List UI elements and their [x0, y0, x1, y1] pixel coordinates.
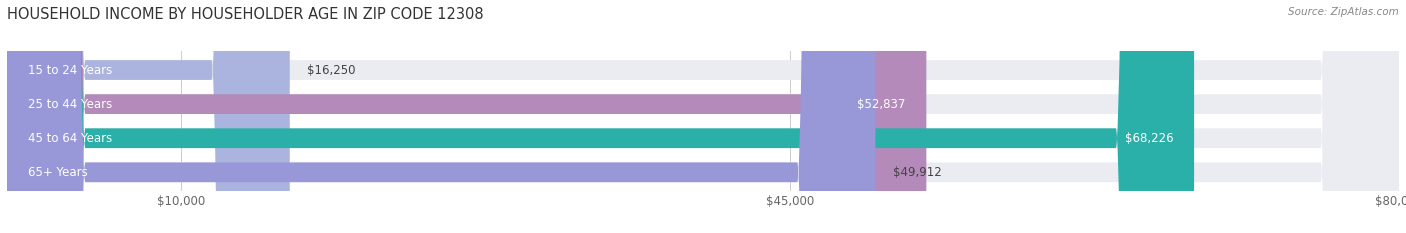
FancyBboxPatch shape [7, 0, 290, 233]
FancyBboxPatch shape [7, 0, 1399, 233]
FancyBboxPatch shape [7, 0, 1194, 233]
Text: Source: ZipAtlas.com: Source: ZipAtlas.com [1288, 7, 1399, 17]
Text: $68,226: $68,226 [1125, 132, 1173, 145]
Text: 15 to 24 Years: 15 to 24 Years [28, 64, 112, 76]
Text: $16,250: $16,250 [307, 64, 356, 76]
FancyBboxPatch shape [7, 0, 927, 233]
Text: 45 to 64 Years: 45 to 64 Years [28, 132, 112, 145]
FancyBboxPatch shape [7, 0, 1399, 233]
Text: 25 to 44 Years: 25 to 44 Years [28, 98, 112, 111]
Text: $52,837: $52,837 [858, 98, 905, 111]
Text: 65+ Years: 65+ Years [28, 166, 87, 179]
FancyBboxPatch shape [7, 0, 1399, 233]
Text: HOUSEHOLD INCOME BY HOUSEHOLDER AGE IN ZIP CODE 12308: HOUSEHOLD INCOME BY HOUSEHOLDER AGE IN Z… [7, 7, 484, 22]
Text: $49,912: $49,912 [893, 166, 942, 179]
FancyBboxPatch shape [7, 0, 876, 233]
FancyBboxPatch shape [7, 0, 1399, 233]
